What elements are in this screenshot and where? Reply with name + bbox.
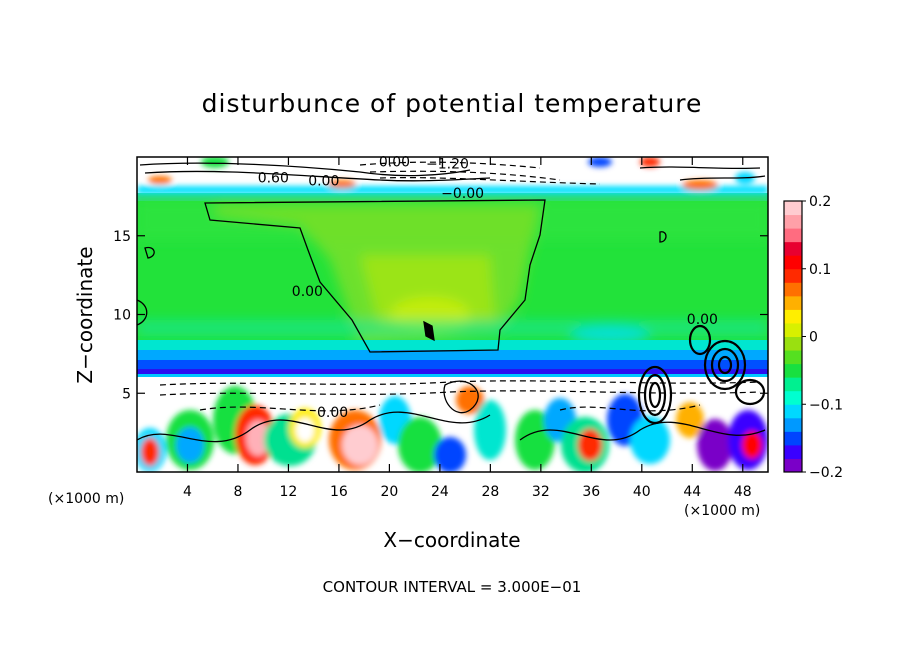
x-tick-label: 24 [431,484,449,500]
x-tick-label: 48 [734,484,752,500]
heatmap-field [137,157,768,472]
colorbar-swatch [784,295,802,310]
colorbar-swatch [784,201,802,216]
contour-label: −0.00 [441,186,484,202]
colorbar-swatch [784,390,802,405]
colorbar-tick-label: 0.1 [809,262,831,278]
colorbar-tick-label: 0 [809,330,818,346]
x-tick-label: 4 [183,484,192,500]
colorbar-swatch [784,228,802,243]
colorbar-swatch [784,241,802,256]
x-tick-label: 16 [330,484,348,500]
x-tick-label: 12 [280,484,298,500]
contour-labels: 0.00 −1.20 0.60 0.00 −0.00 0.00 0.00 0.00 [258,155,718,421]
colorbar-swatch [784,431,802,446]
contour-label: 0.00 [308,174,339,190]
colorbar-swatch [784,350,802,365]
colorbar-tick-label: −0.2 [809,465,843,481]
chart-title: disturbunce of potential temperature [202,89,703,118]
contour-label: 0.60 [258,170,289,186]
colorbar-tick-label: −0.1 [809,397,843,413]
colorbar-swatch [784,404,802,419]
colorbar-swatch [784,363,802,378]
colorbar-swatch [784,268,802,283]
y-tick-label: 15 [113,229,131,245]
colorbar [783,200,803,473]
colorbar-swatch [784,377,802,392]
x-tick-label: 8 [233,484,242,500]
y-axis: 5 10 15 [113,229,768,402]
x-axis: 4 8 12 16 20 24 28 32 36 40 44 48 [183,157,752,500]
colorbar-tick-label: 0.2 [809,194,831,210]
contour-label: −1.20 [426,156,469,172]
x-axis-label: X−coordinate [383,528,520,552]
y-axis-unit: (×1000 m) [48,491,124,507]
contour-interval-note: CONTOUR INTERVAL = 3.000E−01 [323,578,582,596]
colorbar-swatch [784,255,802,270]
x-tick-label: 32 [532,484,550,500]
x-tick-label: 20 [380,484,398,500]
contour-label: 0.00 [379,155,410,171]
y-axis-label: Z−coordinate [73,246,97,383]
colorbar-swatch [784,458,802,473]
x-tick-label: 28 [481,484,499,500]
x-tick-label: 44 [683,484,701,500]
x-tick-label: 40 [633,484,651,500]
contour-label: 0.00 [687,312,718,328]
colorbar-ticks: −0.2 −0.1 0 0.1 0.2 [802,194,843,481]
colorbar-swatch [784,444,802,459]
x-tick-label: 36 [582,484,600,500]
colorbar-swatch [784,417,802,432]
contour-label: 0.00 [292,284,323,300]
colorbar-swatch [784,282,802,297]
colorbar-swatch [784,336,802,351]
y-tick-label: 5 [122,386,131,402]
x-axis-unit: (×1000 m) [684,503,760,519]
contour-label: 0.00 [317,405,348,421]
y-tick-label: 10 [113,308,131,324]
colorbar-swatch [784,309,802,324]
colorbar-swatch [784,214,802,229]
colorbar-swatch [784,322,802,337]
